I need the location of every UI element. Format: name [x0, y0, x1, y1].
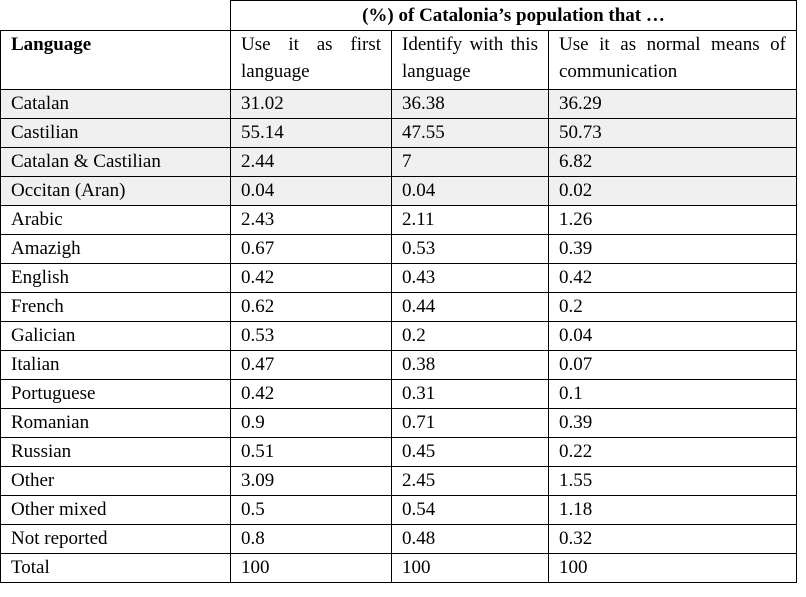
normal-means-cell: 0.2 [548, 292, 797, 322]
language-cell: Total [0, 553, 231, 583]
table-row: Castilian 55.14 47.55 50.73 [0, 118, 797, 148]
first-language-cell: 2.43 [230, 205, 392, 235]
normal-means-cell: 0.07 [548, 350, 797, 380]
header-blank-cell [0, 0, 231, 31]
first-language-cell: 0.04 [230, 176, 392, 206]
identify-cell: 47.55 [391, 118, 549, 148]
normal-means-cell: 0.39 [548, 234, 797, 264]
table-row: English 0.42 0.43 0.42 [0, 263, 797, 293]
identify-cell: 0.43 [391, 263, 549, 293]
identify-cell: 36.38 [391, 89, 549, 119]
table-row: French 0.62 0.44 0.2 [0, 292, 797, 322]
identify-cell: 0.44 [391, 292, 549, 322]
identify-cell: 0.04 [391, 176, 549, 206]
first-language-cell: 0.8 [230, 524, 392, 554]
first-language-cell: 0.47 [230, 350, 392, 380]
table-row: Catalan 31.02 36.38 36.29 [0, 89, 797, 119]
language-cell: Catalan & Castilian [0, 147, 231, 177]
language-cell: Romanian [0, 408, 231, 438]
language-cell: Arabic [0, 205, 231, 235]
identify-cell: 7 [391, 147, 549, 177]
table-row: Portuguese 0.42 0.31 0.1 [0, 379, 797, 409]
identify-cell: 0.48 [391, 524, 549, 554]
normal-means-cell: 0.1 [548, 379, 797, 409]
table-body: Catalan 31.02 36.38 36.29 Castilian 55.14 47.5… [0, 89, 797, 583]
first-language-cell: 0.62 [230, 292, 392, 322]
normal-means-cell: 0.42 [548, 263, 797, 293]
table-row: Other 3.09 2.45 1.55 [0, 466, 797, 496]
table-row: Romanian 0.9 0.71 0.39 [0, 408, 797, 438]
identify-cell: 2.45 [391, 466, 549, 496]
table-row: Total 100 100 100 [0, 553, 797, 583]
language-cell: Italian [0, 350, 231, 380]
first-language-cell: 0.5 [230, 495, 392, 525]
first-language-cell: 0.42 [230, 379, 392, 409]
language-cell: Not reported [0, 524, 231, 554]
normal-means-cell: 1.18 [548, 495, 797, 525]
language-cell: Other mixed [0, 495, 231, 525]
language-cell: Portuguese [0, 379, 231, 409]
first-language-cell: 0.67 [230, 234, 392, 264]
super-header: (%) of Catalonia’s population that … [230, 0, 797, 31]
language-cell: English [0, 263, 231, 293]
first-language-cell: 31.02 [230, 89, 392, 119]
column-header-first-language: Use it as first language [230, 30, 392, 90]
identify-cell: 0.31 [391, 379, 549, 409]
normal-means-cell: 50.73 [548, 118, 797, 148]
column-header-normal-means: Use it as normal means of communication [548, 30, 797, 90]
language-cell: Occitan (Aran) [0, 176, 231, 206]
table-row: Amazigh 0.67 0.53 0.39 [0, 234, 797, 264]
normal-means-cell: 6.82 [548, 147, 797, 177]
language-cell: Catalan [0, 89, 231, 119]
identify-cell: 0.54 [391, 495, 549, 525]
table-row: Catalan & Castilian 2.44 7 6.82 [0, 147, 797, 177]
language-cell: Amazigh [0, 234, 231, 264]
normal-means-cell: 100 [548, 553, 797, 583]
normal-means-cell: 0.39 [548, 408, 797, 438]
first-language-cell: 3.09 [230, 466, 392, 496]
language-cell: Galician [0, 321, 231, 351]
column-header-identify: Identify with this language [391, 30, 549, 90]
table-row: Italian 0.47 0.38 0.07 [0, 350, 797, 380]
normal-means-cell: 1.26 [548, 205, 797, 235]
identify-cell: 2.11 [391, 205, 549, 235]
language-cell: Castilian [0, 118, 231, 148]
first-language-cell: 0.51 [230, 437, 392, 467]
table-row: Occitan (Aran) 0.04 0.04 0.02 [0, 176, 797, 206]
table-row: Russian 0.51 0.45 0.22 [0, 437, 797, 467]
language-cell: French [0, 292, 231, 322]
identify-cell: 0.45 [391, 437, 549, 467]
first-language-cell: 0.9 [230, 408, 392, 438]
identify-cell: 0.71 [391, 408, 549, 438]
language-cell: Russian [0, 437, 231, 467]
identify-cell: 100 [391, 553, 549, 583]
normal-means-cell: 0.32 [548, 524, 797, 554]
first-language-cell: 55.14 [230, 118, 392, 148]
normal-means-cell: 0.02 [548, 176, 797, 206]
first-language-cell: 0.42 [230, 263, 392, 293]
table-row: Arabic 2.43 2.11 1.26 [0, 205, 797, 235]
identify-cell: 0.38 [391, 350, 549, 380]
normal-means-cell: 1.55 [548, 466, 797, 496]
first-language-cell: 100 [230, 553, 392, 583]
normal-means-cell: 0.22 [548, 437, 797, 467]
identify-cell: 0.2 [391, 321, 549, 351]
identify-cell: 0.53 [391, 234, 549, 264]
table-row: Galician 0.53 0.2 0.04 [0, 321, 797, 351]
normal-means-cell: 0.04 [548, 321, 797, 351]
first-language-cell: 0.53 [230, 321, 392, 351]
language-cell: Other [0, 466, 231, 496]
column-header-language: Language [0, 30, 231, 90]
language-table: (%) of Catalonia’s population that … Lan… [0, 0, 797, 583]
table-row: Not reported 0.8 0.48 0.32 [0, 524, 797, 554]
normal-means-cell: 36.29 [548, 89, 797, 119]
first-language-cell: 2.44 [230, 147, 392, 177]
table-row: Other mixed 0.5 0.54 1.18 [0, 495, 797, 525]
